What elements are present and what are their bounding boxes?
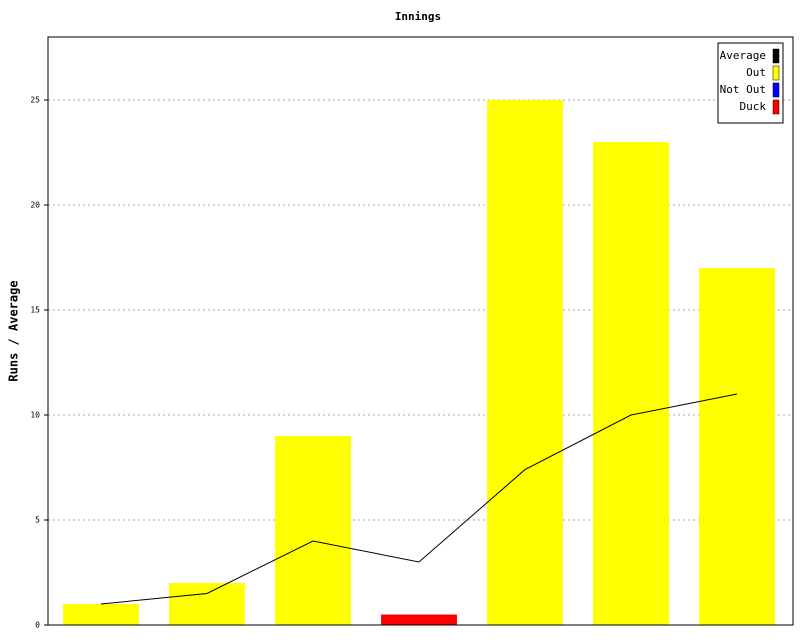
bar [593,142,669,625]
bar [63,604,139,625]
y-axis-label: Runs / Average [7,280,21,381]
legend-swatch [772,82,780,98]
bar [169,583,245,625]
legend-box [717,42,784,124]
bar [699,268,775,625]
line [100,393,738,605]
y-tick-label: 10 [30,411,40,420]
y-tick-label: 20 [30,201,40,210]
legend-swatch [772,48,780,64]
y-tick-label: 0 [35,621,40,630]
plot-frame [47,36,794,626]
legend-label: Average [720,49,766,62]
y-tick-label: 25 [30,96,40,105]
y-tick-label: 15 [30,306,40,315]
chart-title: Innings [395,10,441,23]
bar [487,100,563,625]
legend-label: Not Out [720,83,766,96]
legend-swatch [772,99,780,115]
legend-label: Out [746,66,766,79]
legend-label: Duck [740,100,767,113]
legend-swatch [772,65,780,81]
bar [381,614,457,625]
y-tick-label: 5 [35,516,40,525]
bar [275,436,351,625]
